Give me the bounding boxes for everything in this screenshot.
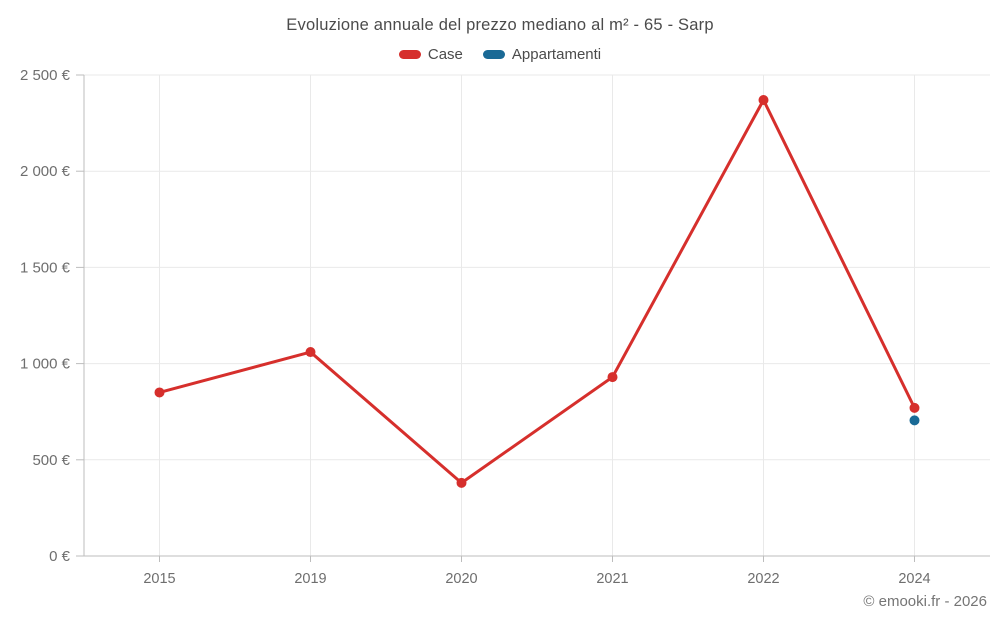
data-point-appartamenti[interactable] — [909, 415, 920, 426]
y-tick-label: 0 € — [49, 548, 71, 565]
legend-swatch-appartamenti-icon — [482, 50, 505, 59]
x-tick-label: 2015 — [143, 571, 175, 587]
data-point-case[interactable] — [607, 372, 618, 383]
x-tick-label: 2022 — [747, 571, 779, 587]
legend-item-case[interactable]: Case — [398, 46, 463, 63]
data-point-case[interactable] — [758, 95, 769, 106]
chart-title: Evoluzione annuale del prezzo mediano al… — [286, 16, 714, 34]
y-tick-label: 1 500 € — [20, 259, 71, 276]
legend-label-case: Case — [427, 46, 463, 63]
legend-label-appartamenti: Appartamenti — [511, 46, 602, 63]
x-tick-label: 2021 — [596, 571, 628, 587]
legend-item-appartamenti[interactable]: Appartamenti — [482, 46, 602, 63]
data-point-case[interactable] — [154, 387, 165, 398]
data-point-case[interactable] — [909, 402, 920, 413]
x-tick-label: 2024 — [898, 571, 930, 587]
data-point-case[interactable] — [456, 477, 467, 488]
data-point-case[interactable] — [305, 347, 316, 358]
y-tick-label: 2 500 € — [20, 67, 71, 84]
legend-swatch-case-icon — [398, 50, 421, 59]
y-tick-label: 2 000 € — [20, 163, 71, 180]
chart-legend: Case Appartamenti — [0, 46, 1000, 63]
x-tick-label: 2020 — [445, 571, 477, 587]
x-tick-label: 2019 — [294, 571, 326, 587]
y-tick-label: 500 € — [32, 452, 70, 469]
series-line-case — [158, 98, 916, 485]
watermark: © emooki.fr - 2026 — [863, 593, 987, 610]
y-tick-label: 1 000 € — [20, 356, 71, 373]
